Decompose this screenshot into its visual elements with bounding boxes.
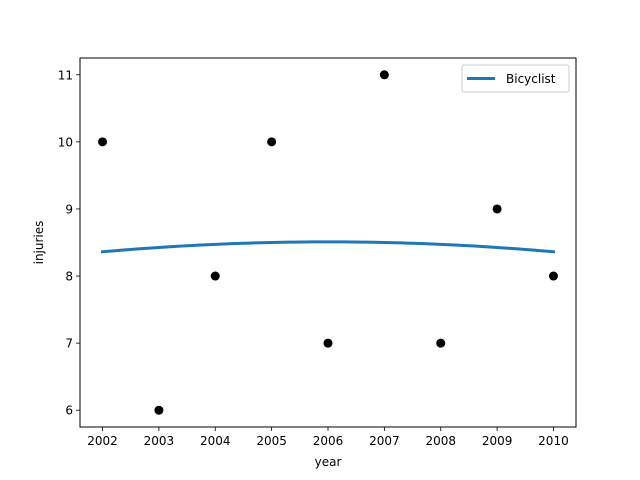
data-point (210, 271, 220, 281)
y-axis: 6 7 8 9 10 11 (58, 68, 80, 418)
data-point (379, 70, 389, 80)
data-point (154, 405, 164, 415)
y-tick-label: 7 (65, 337, 73, 351)
y-tick-label: 10 (58, 135, 73, 149)
x-tick-label: 2008 (425, 434, 456, 448)
data-point (492, 204, 502, 214)
legend-box (461, 64, 570, 93)
data-point (267, 137, 277, 147)
data-point (436, 338, 446, 348)
y-tick-label: 8 (65, 270, 73, 284)
x-tick-label: 2004 (200, 434, 231, 448)
legend-label-bicyclist: Bicyclist (506, 72, 556, 86)
x-tick-label: 2005 (256, 434, 287, 448)
data-point (98, 137, 108, 147)
x-axis: 2002 2003 2004 2005 2006 2007 2008 2009 2010 (87, 427, 569, 448)
y-tick-label: 11 (58, 68, 73, 82)
x-tick-label: 2002 (87, 434, 118, 448)
y-axis-label: injuries (32, 221, 46, 265)
data-point (323, 338, 333, 348)
x-tick-label: 2006 (313, 434, 344, 448)
x-tick-label: 2010 (538, 434, 569, 448)
x-tick-label: 2007 (369, 434, 400, 448)
y-tick-label: 6 (65, 404, 73, 418)
series-line-bicyclist (100, 240, 556, 254)
legend: Bicyclist (461, 64, 570, 93)
data-point (548, 271, 558, 281)
x-tick-label: 2003 (144, 434, 175, 448)
x-tick-label: 2009 (482, 434, 513, 448)
y-tick-label: 9 (65, 202, 73, 216)
x-axis-label: year (315, 455, 342, 469)
plot-area (98, 70, 558, 415)
